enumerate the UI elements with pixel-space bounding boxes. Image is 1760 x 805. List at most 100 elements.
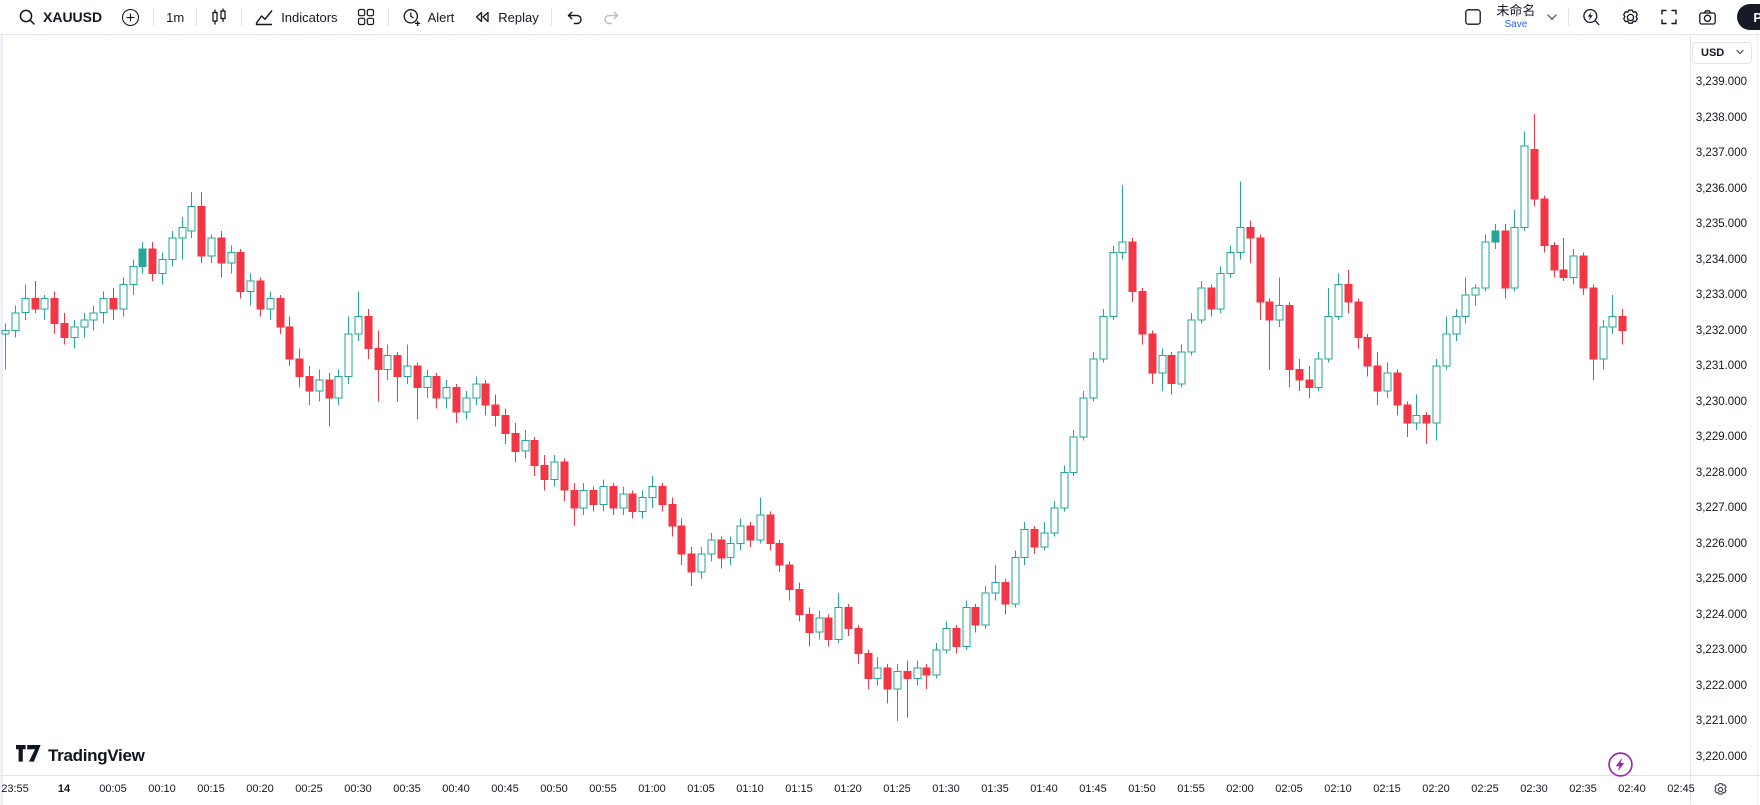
candle-body [668,504,677,527]
candle-body [364,315,373,349]
time-axis-label: 01:25 [883,783,911,795]
undo-button[interactable] [555,3,593,31]
replay-button[interactable]: Replay [463,3,547,31]
candle [1,323,10,370]
candle [1050,500,1059,537]
candle [129,259,138,295]
collapsed-drawing-toolbar[interactable] [0,35,3,805]
candle-body [1020,528,1029,559]
candle [775,540,784,572]
candle [1461,277,1470,324]
candle [403,344,412,384]
candle-body [1354,301,1363,339]
candle-body [1344,283,1353,303]
tradingview-logo[interactable]: TradingView [16,745,145,767]
candle [1305,366,1314,398]
candle [158,252,167,285]
multichart-select-button[interactable] [1454,3,1492,31]
candle-body [1422,415,1431,424]
candle-body [697,553,706,573]
candle-body [785,564,794,591]
candle [697,547,706,579]
candle [942,621,951,654]
candle [285,316,294,366]
indicators-button[interactable]: Indicators [245,3,346,31]
candle [207,234,216,263]
candle [579,483,588,516]
candle [1412,394,1421,430]
time-axis-label: 00:25 [295,783,323,795]
candle [844,603,853,636]
price-axis-label: 3,230.000 [1695,395,1747,408]
compare-add-button[interactable] [111,3,150,31]
indicators-label: Indicators [281,9,338,25]
candle-body [1599,326,1608,360]
redo-icon [602,7,622,27]
time-axis-label: 02:10 [1324,783,1352,795]
toolbar-divider [387,8,389,26]
candle-body [1040,532,1049,548]
quick-trade-button[interactable] [1607,751,1634,778]
price-axis-label: 3,225.000 [1695,573,1747,585]
candle-body [707,539,716,555]
time-axis-label: 02:30 [1520,783,1548,795]
candle-body [1060,472,1069,509]
candle-body [21,298,30,314]
candle-body [638,496,647,512]
candle-body [736,525,745,545]
candle-body [815,617,824,633]
publish-button[interactable]: Pu [1737,4,1760,30]
layout-menu-button[interactable] [1539,3,1565,31]
candle [785,561,794,601]
layout-grid-icon [356,7,376,27]
time-axis-label: 01:20 [834,783,862,795]
candle-body [393,354,402,378]
candle-body [266,298,275,310]
candle [1442,316,1451,370]
candle [1422,412,1431,445]
candle-body [952,628,961,648]
chart-style-button[interactable] [200,3,238,31]
candle-body [1530,149,1539,200]
currency-dropdown[interactable]: USD [1692,42,1752,64]
fullscreen-button[interactable] [1650,3,1688,31]
quick-search-button[interactable] [1572,3,1611,31]
candle [560,458,569,501]
candle [854,625,863,665]
interval-button[interactable]: 1m [157,3,193,31]
candle [305,366,314,405]
alert-button[interactable]: Alert [392,3,464,31]
save-label[interactable]: Save [1504,18,1528,30]
candle-body [1167,354,1176,385]
layout-name-label: 未命名 [1496,3,1536,19]
candle [1246,220,1255,263]
candle [599,479,608,512]
candle [1393,369,1402,416]
tradingview-logo-text: TradingView [48,746,145,765]
layout-select-button[interactable] [347,3,385,31]
candle [1579,252,1588,295]
candle-body [383,354,392,370]
candle-body [276,298,285,328]
candle-body [1197,287,1206,321]
candle-body [844,606,853,630]
chart-pane[interactable]: USD 3,239.000 3,238.000 3,237.000 3,236.000… [0,35,1760,805]
candle [1501,224,1510,299]
compare-add-icon [120,7,141,28]
timezone-gear-button[interactable] [1712,781,1729,803]
candle-body [883,667,892,690]
candlestick-chart[interactable] [0,35,1690,805]
symbol-search-button[interactable]: XAUUSD [8,3,111,31]
redo-button[interactable] [593,3,631,31]
candle [1569,248,1578,285]
snapshot-button[interactable] [1688,3,1727,31]
time-axis-label: 00:10 [148,783,176,795]
candle-body [579,489,588,509]
candle [413,362,422,420]
layout-name-button[interactable]: 未命名 Save [1492,3,1539,30]
candle [325,373,334,427]
settings-button[interactable] [1611,3,1650,31]
candle-body [1373,365,1382,392]
candle [609,483,618,516]
price-axis-label: 3,223.000 [1695,644,1747,656]
